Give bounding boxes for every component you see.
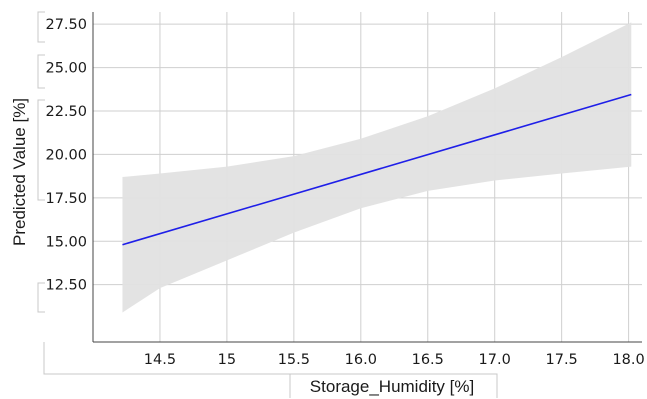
x-label-brackets — [43, 342, 498, 398]
confidence-band — [122, 22, 632, 313]
x-tick-label: 16.5 — [412, 352, 444, 368]
y-tick-label: 22.50 — [45, 104, 87, 120]
confidence-band-layer — [122, 22, 632, 313]
x-tick-label: 16.0 — [345, 352, 377, 368]
x-tick-label: 14.5 — [144, 352, 176, 368]
x-tick-label: 15.5 — [278, 352, 310, 368]
x-tick-label: 15 — [218, 352, 236, 368]
series-line — [122, 93, 632, 246]
y-tick-label: 12.50 — [45, 278, 87, 294]
x-tick-label: 18.0 — [612, 352, 644, 368]
x-tick-label: 17.5 — [546, 352, 578, 368]
y-tick-label: 17.50 — [45, 191, 87, 207]
y-tick-label: 20.00 — [45, 147, 87, 163]
y-axis-title: Predicted Value [%] — [10, 98, 29, 246]
y-tick-label: 25.00 — [45, 61, 87, 77]
x-axis-title: Storage_Humidity [%] — [310, 377, 474, 396]
y-tick-label: 15.00 — [45, 234, 87, 250]
axes — [37, 11, 642, 398]
x-tick-label: 17.0 — [479, 352, 511, 368]
tick-labels: 12.50 15.00 17.50 20.00 22.50 25.00 27.50 14.5 1… — [45, 17, 644, 368]
axis-titles: Storage_Humidity [%] Predicted Value [%] — [10, 98, 474, 396]
series-layer — [122, 93, 632, 246]
y-tick-label: 27.50 — [45, 17, 87, 33]
y-label-brackets — [37, 11, 45, 313]
